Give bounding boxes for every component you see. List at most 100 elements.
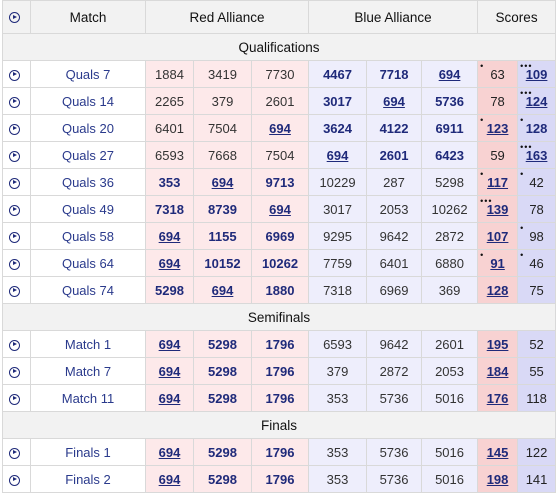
ranking-point-dots: • <box>520 115 525 125</box>
red-team-3[interactable]: 694 <box>250 114 310 142</box>
blue-team-3: 5016 <box>421 438 479 466</box>
blue-team-2: 2601 <box>366 141 423 169</box>
match-link[interactable]: Quals 7 <box>30 60 146 88</box>
red-team-2[interactable]: 694 <box>193 276 252 304</box>
match-link[interactable]: Finals 2 <box>30 465 146 493</box>
play-circle-icon[interactable] <box>9 231 20 243</box>
section-header-row: Finals <box>1 411 557 439</box>
red-team-1[interactable]: 694 <box>145 357 194 385</box>
video-cell[interactable] <box>2 222 31 250</box>
video-cell[interactable] <box>2 195 31 223</box>
video-cell[interactable] <box>2 60 31 88</box>
match-link[interactable]: Quals 58 <box>30 222 146 250</box>
video-cell[interactable] <box>2 249 31 277</box>
match-link[interactable]: Quals 49 <box>30 195 146 223</box>
play-circle-icon[interactable] <box>9 258 20 270</box>
play-circle-icon[interactable] <box>9 393 20 405</box>
blue-score: 98 <box>529 228 544 244</box>
blue-score: 163 <box>525 147 548 163</box>
blue-team-1[interactable]: 694 <box>308 141 368 169</box>
match-link[interactable]: Quals 64 <box>30 249 146 277</box>
red-score-cell: 145 <box>477 438 519 466</box>
video-cell[interactable] <box>2 114 31 142</box>
header-play-cell[interactable] <box>2 0 31 34</box>
match-link[interactable]: Match 11 <box>30 384 146 412</box>
blue-team-2[interactable]: 694 <box>366 87 423 115</box>
red-team-1[interactable]: 694 <box>145 330 194 358</box>
match-link[interactable]: Quals 36 <box>30 168 146 196</box>
red-team-3: 1796 <box>250 465 310 493</box>
match-link[interactable]: Quals 74 <box>30 276 146 304</box>
match-link[interactable]: Match 1 <box>30 330 146 358</box>
red-score: 63 <box>490 66 505 82</box>
red-score: 139 <box>486 201 509 217</box>
video-cell[interactable] <box>2 141 31 169</box>
blue-team-1: 9295 <box>308 222 368 250</box>
play-circle-icon[interactable] <box>9 123 20 135</box>
red-team-2: 5298 <box>193 357 252 385</box>
table-row: Quals 74 5298 694 1880 7318 6969 369 128 75 <box>2 276 557 304</box>
play-circle-icon[interactable] <box>9 285 20 297</box>
match-link[interactable]: Quals 27 <box>30 141 146 169</box>
table-row: Quals 49 7318 8739 694 3017 2053 10262 139 ••• 78 <box>2 195 557 223</box>
red-team-2[interactable]: 694 <box>193 168 252 196</box>
blue-team-3[interactable]: 694 <box>421 60 479 88</box>
header-red-alliance: Red Alliance <box>144 0 310 34</box>
red-score-cell: 128 <box>477 276 519 304</box>
match-link[interactable]: Quals 14 <box>30 87 146 115</box>
red-team-3[interactable]: 694 <box>250 195 310 223</box>
red-team-1[interactable]: 694 <box>145 438 194 466</box>
match-link[interactable]: Match 7 <box>30 357 146 385</box>
blue-score-cell: 124 ••• <box>517 87 557 115</box>
match-link[interactable]: Finals 1 <box>30 438 146 466</box>
blue-team-2: 5736 <box>366 384 423 412</box>
play-circle-icon[interactable] <box>9 69 20 81</box>
blue-score: 109 <box>525 66 548 82</box>
red-score: 176 <box>486 390 509 406</box>
match-link[interactable]: Quals 20 <box>30 114 146 142</box>
play-circle-icon[interactable] <box>9 339 20 351</box>
red-team-1[interactable]: 694 <box>145 249 194 277</box>
section-header-row: Semifinals <box>1 303 557 331</box>
table-row: Finals 1 694 5298 1796 353 5736 5016 145 122 <box>2 438 557 466</box>
blue-team-3: 5016 <box>421 384 479 412</box>
red-team-2: 8739 <box>193 195 252 223</box>
blue-score: 124 <box>525 93 548 109</box>
red-team-1[interactable]: 694 <box>145 384 194 412</box>
table-row: Quals 14 2265 379 2601 3017 694 5736 78 124 ••• <box>2 87 557 115</box>
blue-team-3: 369 <box>421 276 479 304</box>
red-team-1[interactable]: 694 <box>145 465 194 493</box>
red-team-1: 6401 <box>145 114 194 142</box>
video-cell[interactable] <box>2 357 31 385</box>
table-row: Quals 7 1884 3419 7730 4467 7718 694 63 • 109 ••• <box>2 60 557 88</box>
blue-team-1: 353 <box>308 438 368 466</box>
table-row: Match 7 694 5298 1796 379 2872 2053 184 55 <box>2 357 557 385</box>
ranking-point-dots: • <box>520 250 525 260</box>
video-cell[interactable] <box>2 438 31 466</box>
video-cell[interactable] <box>2 168 31 196</box>
play-circle-icon[interactable] <box>9 12 20 24</box>
blue-team-1: 4467 <box>308 60 368 88</box>
play-circle-icon[interactable] <box>9 204 20 216</box>
play-circle-icon[interactable] <box>9 96 20 108</box>
red-team-1[interactable]: 694 <box>145 222 194 250</box>
play-circle-icon[interactable] <box>9 177 20 189</box>
red-score-cell: 184 <box>477 357 519 385</box>
video-cell[interactable] <box>2 276 31 304</box>
ranking-point-dots: ••• <box>480 196 493 206</box>
video-cell[interactable] <box>2 330 31 358</box>
red-team-2: 379 <box>193 87 252 115</box>
play-circle-icon[interactable] <box>9 150 20 162</box>
video-cell[interactable] <box>2 384 31 412</box>
blue-team-1: 3624 <box>308 114 368 142</box>
play-circle-icon[interactable] <box>9 366 20 378</box>
blue-score-cell: 42 • <box>517 168 557 196</box>
play-circle-icon[interactable] <box>9 474 20 486</box>
red-team-2: 5298 <box>193 438 252 466</box>
table-row: Quals 36 353 694 9713 10229 287 5298 117 • 42 • <box>2 168 557 196</box>
video-cell[interactable] <box>2 465 31 493</box>
video-cell[interactable] <box>2 87 31 115</box>
red-score: 91 <box>490 255 505 271</box>
play-circle-icon[interactable] <box>9 447 20 459</box>
blue-team-1: 379 <box>308 357 368 385</box>
